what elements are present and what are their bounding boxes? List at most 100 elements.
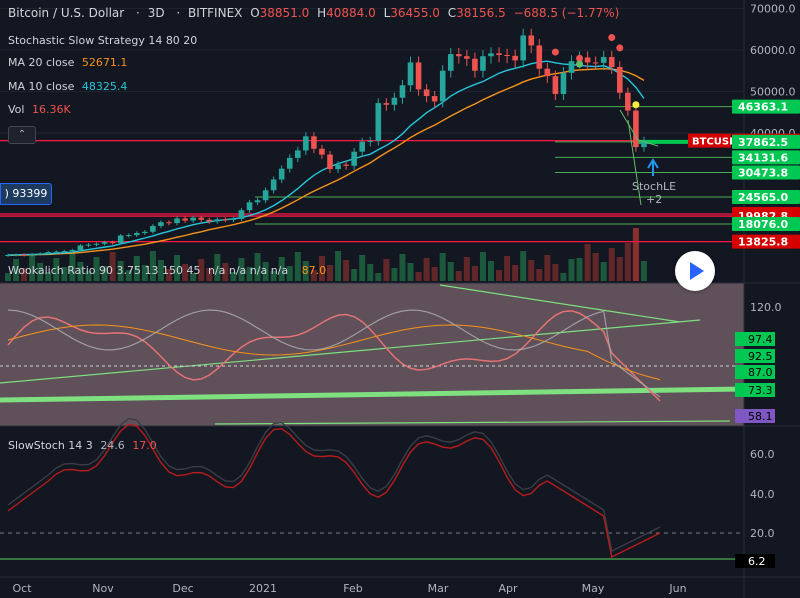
candle-body <box>480 56 486 71</box>
candle-body <box>85 244 92 246</box>
wookalich-trend-line <box>0 319 701 384</box>
candle-body <box>472 58 478 71</box>
collapse-legend-button[interactable]: ⌃ <box>8 126 36 144</box>
candle-body <box>134 233 140 236</box>
candle-65 <box>528 28 535 54</box>
slowstoch-title: SlowStoch 14 3 <box>8 439 93 452</box>
candle-body <box>608 57 615 68</box>
volume-bar-57 <box>463 257 470 281</box>
candle-7 <box>61 249 68 254</box>
wookalich-signal-line <box>7 324 661 381</box>
signal-dot-0 <box>551 48 559 56</box>
price-tag-bg <box>732 134 800 149</box>
wookalich-background <box>0 283 744 426</box>
candle-body <box>13 254 19 256</box>
signal-dot-2 <box>608 34 616 42</box>
volume-bar-51 <box>415 272 422 281</box>
volume-bar-72 <box>584 244 591 281</box>
candle-48 <box>391 92 398 111</box>
volume-legend[interactable]: Vol 16.36K <box>8 103 75 117</box>
wook-tag-bg <box>735 409 775 423</box>
ma20-label: MA 20 close <box>8 56 75 69</box>
candle-body <box>61 251 68 253</box>
price-tag-text: 46363.1 <box>738 101 788 114</box>
candle-62 <box>504 48 510 64</box>
candle-body <box>391 97 398 105</box>
candle-68 <box>552 70 559 101</box>
play-replay-button[interactable] <box>675 251 715 291</box>
candle-38 <box>311 132 317 154</box>
symbol-tag-bg <box>688 133 731 148</box>
candle-26 <box>214 217 221 224</box>
candle-body <box>520 35 526 61</box>
candle-body <box>496 53 502 55</box>
candle-3 <box>29 253 35 257</box>
stoch-d-line <box>7 423 661 559</box>
volume-bar-73 <box>592 253 599 281</box>
candle-body <box>625 92 631 111</box>
chevron-up-icon: ⌃ <box>17 129 27 140</box>
candle-74 <box>600 51 607 70</box>
candle-44 <box>359 137 365 157</box>
volume-bar-67 <box>544 255 551 281</box>
strategy-legend[interactable]: Stochastic Slow Strategy 14 80 20 <box>8 34 201 48</box>
price-tick-60000.0: 60000.0 <box>750 44 796 57</box>
volume-bar-8 <box>69 253 76 281</box>
price-tag-text: 37862.5 <box>738 136 788 149</box>
candle-17 <box>142 230 148 235</box>
ma10-legend[interactable]: MA 10 close 48325.4 <box>8 80 131 94</box>
stoch-tag-6.2: 6.2 <box>735 554 775 568</box>
volume-bar-44 <box>359 255 366 281</box>
candle-37 <box>303 132 309 155</box>
slowstoch-legend[interactable]: SlowStoch 14 3 24.6 17.0 <box>8 439 161 453</box>
ma20-legend[interactable]: MA 20 close 52671.1 <box>8 56 131 70</box>
price-tag-text: 30473.8 <box>738 167 788 180</box>
stochle-count: +2 <box>646 193 662 206</box>
candle-body <box>351 151 357 166</box>
ohlc-high-label: H <box>317 6 327 20</box>
time-tick-Oct: Oct <box>12 582 32 595</box>
candle-body <box>456 54 462 57</box>
candle-25 <box>206 217 213 224</box>
stoch-tag-text: 6.2 <box>748 555 766 568</box>
wook-tag-92.5: 92.5 <box>735 349 775 363</box>
time-tick-Feb: Feb <box>343 582 362 595</box>
candle-10 <box>85 243 92 248</box>
volume-bar-16 <box>133 256 140 281</box>
time-tick-Apr: Apr <box>498 582 518 595</box>
stoch-tick-60.0: 60.0 <box>750 448 775 461</box>
wook-tag-bg <box>735 365 775 379</box>
candle-73 <box>592 56 599 70</box>
volume-bar-15 <box>125 270 132 281</box>
candle-33 <box>270 176 277 194</box>
candle-body <box>214 219 221 222</box>
symbol-legend: Bitcoin / U.S. Dollar · 3D · BITFINEX O3… <box>8 6 620 20</box>
volume-value: 16.36K <box>31 103 71 116</box>
volume-bar-38 <box>310 270 317 281</box>
candle-55 <box>447 48 454 78</box>
wook-tag-bg <box>735 332 775 346</box>
volume-bar-74 <box>600 262 607 281</box>
candle-body <box>45 252 52 254</box>
candle-19 <box>158 220 164 229</box>
candle-body <box>270 179 277 191</box>
volume-bar-46 <box>375 273 382 281</box>
candle-body <box>327 154 333 170</box>
interval-label[interactable]: 3D <box>147 6 165 20</box>
wookalich-legend[interactable]: Wookalich Ratio 90 3.75 13 150 45 n/a n/… <box>8 264 330 278</box>
candle-18 <box>150 224 156 234</box>
candle-27 <box>222 217 229 223</box>
signal-dot-1 <box>576 54 584 62</box>
candle-15 <box>125 233 132 238</box>
candle-body <box>29 254 35 256</box>
volume-bar-45 <box>367 264 374 281</box>
candle-34 <box>278 165 285 184</box>
slowstoch-d: 17.0 <box>132 439 157 452</box>
candle-body <box>552 76 559 94</box>
volume-bar-spike <box>632 228 639 281</box>
candle-body <box>295 150 301 158</box>
price-tag-bg <box>732 190 800 205</box>
ma10-value: 48325.4 <box>81 80 128 93</box>
volume-bar-28 <box>230 272 237 281</box>
